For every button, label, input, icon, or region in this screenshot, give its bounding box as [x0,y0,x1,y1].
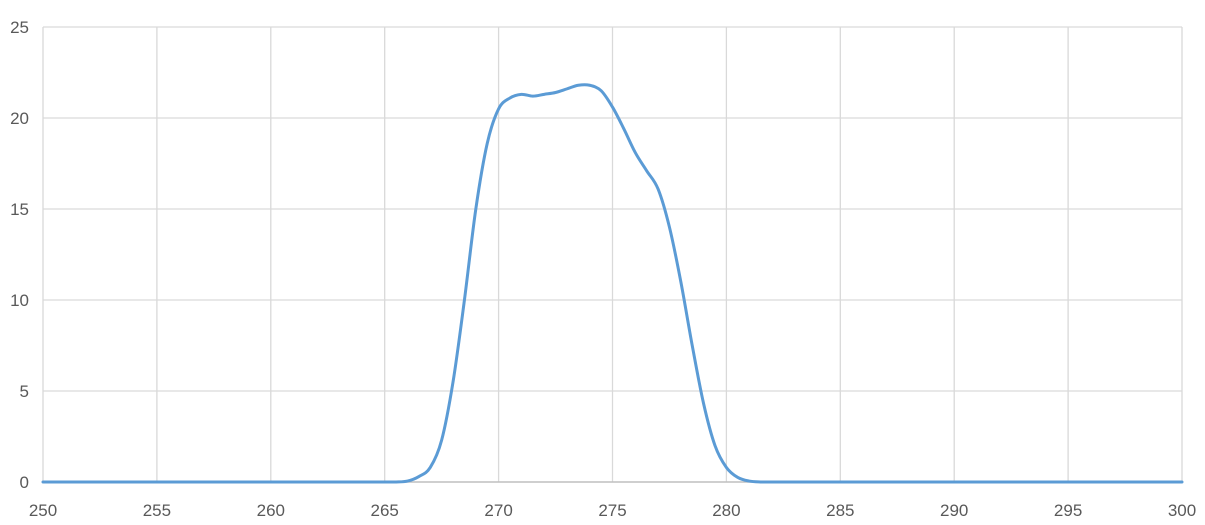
y-tick-label: 20 [10,109,29,128]
x-tick-label: 250 [29,501,57,520]
series-line [41,83,1184,484]
grid-lines [42,26,1183,482]
x-tick-label: 260 [257,501,285,520]
series-layer [41,83,1184,484]
x-tick-label: 265 [371,501,399,520]
x-tick-label: 270 [484,501,512,520]
y-tick-label: 10 [10,291,29,310]
x-tick-label: 285 [826,501,854,520]
y-tick-label: 25 [10,18,29,37]
y-tick-label: 0 [20,473,29,492]
x-tick-label: 255 [143,501,171,520]
tick-labels: 250 255 260 265 270 275 280 285 290 295 300 0 5 10 15 2… [10,18,1196,520]
y-tick-label: 5 [20,382,29,401]
x-tick-label: 290 [940,501,968,520]
x-tick-label: 275 [598,501,626,520]
y-tick-label: 15 [10,200,29,219]
x-tick-label: 295 [1054,501,1082,520]
x-tick-label: 300 [1168,501,1196,520]
x-tick-label: 280 [712,501,740,520]
